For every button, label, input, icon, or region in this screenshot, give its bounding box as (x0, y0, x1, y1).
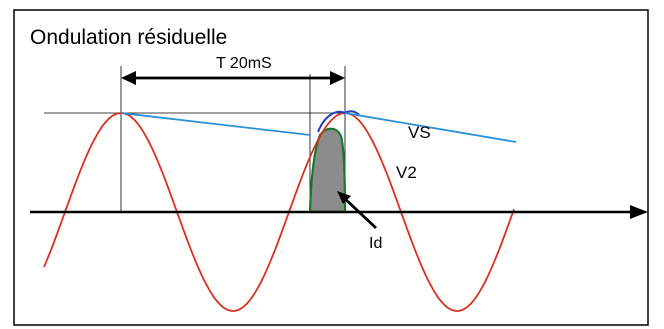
id-label: Id (369, 235, 382, 252)
vs-label: VS (408, 123, 431, 142)
id-pointer-arrowhead (337, 191, 351, 204)
id-pointer-line (341, 194, 377, 230)
period-arrow-right-head (330, 71, 345, 85)
vs-discharge-line-1 (120, 112, 311, 136)
diode-current-pulse (308, 127, 347, 214)
time-axis-arrowhead (630, 205, 648, 219)
period-label: T 20mS (216, 55, 272, 72)
v2-label: V2 (396, 163, 417, 182)
vs-discharge-line-2 (344, 112, 517, 143)
diagram-title: Ondulation résiduelle (30, 26, 227, 49)
period-arrow-left-head (121, 71, 136, 85)
